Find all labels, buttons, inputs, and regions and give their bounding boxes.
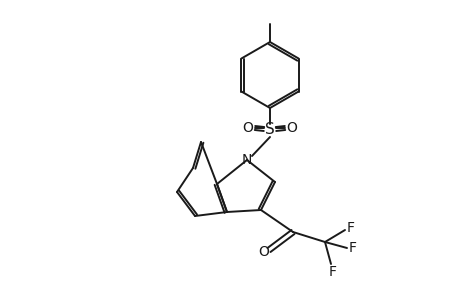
Text: F: F [328, 265, 336, 279]
Text: N: N [241, 153, 252, 167]
Text: O: O [242, 121, 253, 135]
Text: O: O [286, 121, 297, 135]
Text: F: F [348, 241, 356, 255]
Text: O: O [258, 245, 269, 259]
Text: S: S [264, 122, 274, 137]
Text: F: F [346, 221, 354, 235]
